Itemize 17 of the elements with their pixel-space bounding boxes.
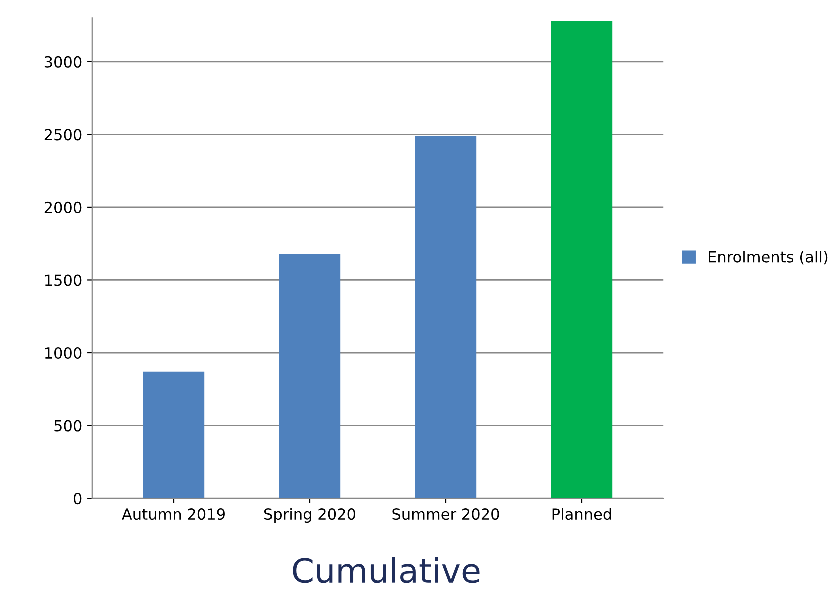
y-tick-label: 2500 <box>44 129 82 141</box>
y-tick-label: 500 <box>54 420 82 432</box>
x-tick-label: Spring 2020 <box>264 508 356 524</box>
legend-label: Enrolments (all) <box>709 251 828 265</box>
bar <box>279 254 341 499</box>
y-tick-label: 0 <box>74 493 82 505</box>
y-tick-label: 1000 <box>45 347 82 360</box>
text: Cumulative <box>293 558 480 584</box>
y-tick-label: 1500 <box>45 274 82 286</box>
bar <box>143 372 205 499</box>
x-tick-label: Autumn 2019 <box>122 508 225 520</box>
x-tick-label: Planned <box>552 508 612 520</box>
bar <box>551 21 613 499</box>
bar <box>415 136 477 499</box>
x-tick-label: Summer 2020 <box>392 508 500 520</box>
y-tick-label: 3000 <box>44 56 82 68</box>
y-tick-label: 2000 <box>44 202 82 214</box>
